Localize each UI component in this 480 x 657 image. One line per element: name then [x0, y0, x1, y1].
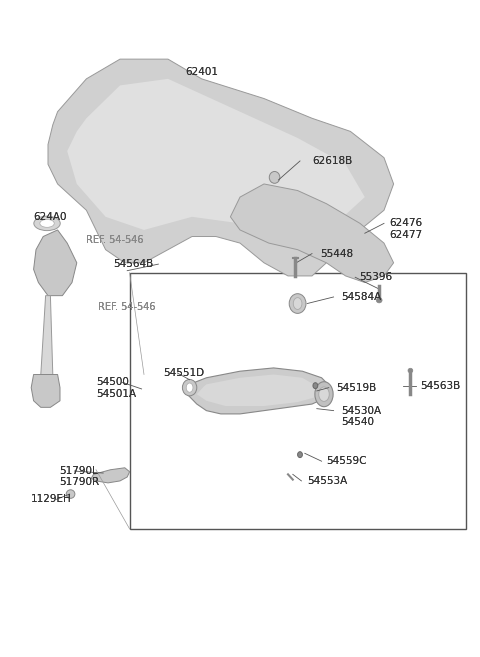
Text: 54584A: 54584A — [341, 292, 381, 302]
Text: 54530A: 54530A — [341, 405, 381, 416]
Text: 1129EH: 1129EH — [31, 494, 72, 505]
Text: REF. 54-546: REF. 54-546 — [86, 235, 144, 245]
Text: 54563B: 54563B — [420, 380, 460, 391]
Text: 54559C: 54559C — [326, 456, 367, 466]
Ellipse shape — [408, 368, 413, 373]
Ellipse shape — [376, 298, 382, 303]
Text: 54500: 54500 — [96, 377, 129, 388]
Text: 54519B: 54519B — [336, 382, 376, 393]
Text: 55396: 55396 — [359, 272, 392, 283]
Text: 55396: 55396 — [359, 272, 392, 283]
Text: 54540: 54540 — [341, 417, 374, 427]
Ellipse shape — [319, 387, 329, 401]
PathPatch shape — [197, 374, 319, 406]
Ellipse shape — [293, 298, 302, 309]
Text: 54501A: 54501A — [96, 388, 136, 399]
Ellipse shape — [34, 216, 60, 231]
Ellipse shape — [315, 382, 333, 407]
Text: 62618B: 62618B — [312, 156, 352, 166]
Text: 624A0: 624A0 — [34, 212, 67, 222]
Text: 51790R: 51790R — [59, 477, 99, 487]
Text: REF. 54-546: REF. 54-546 — [86, 235, 144, 245]
Text: 54564B: 54564B — [113, 259, 153, 269]
Text: 62476: 62476 — [389, 218, 422, 229]
Ellipse shape — [186, 383, 193, 392]
Ellipse shape — [269, 171, 280, 183]
Text: 62476: 62476 — [389, 218, 422, 229]
PathPatch shape — [187, 368, 331, 414]
Ellipse shape — [289, 294, 306, 313]
Text: 54551D: 54551D — [163, 368, 204, 378]
Text: 624A0: 624A0 — [34, 212, 67, 222]
Text: 54530A: 54530A — [341, 405, 381, 416]
Text: 51790L: 51790L — [59, 466, 98, 476]
Text: REF. 54-546: REF. 54-546 — [98, 302, 156, 313]
Text: 62618B: 62618B — [312, 156, 352, 166]
Text: 54564B: 54564B — [113, 259, 153, 269]
Text: 54553A: 54553A — [307, 476, 348, 486]
Text: 62477: 62477 — [389, 229, 422, 240]
Text: 54540: 54540 — [341, 417, 374, 427]
Text: 62477: 62477 — [389, 229, 422, 240]
Text: 54584A: 54584A — [341, 292, 381, 302]
Text: 1129EH: 1129EH — [31, 494, 72, 505]
Ellipse shape — [40, 219, 54, 227]
Text: 51790R: 51790R — [59, 477, 99, 487]
Text: REF. 54-546: REF. 54-546 — [98, 302, 156, 313]
PathPatch shape — [67, 79, 365, 237]
Text: 54559C: 54559C — [326, 456, 367, 466]
Text: REF. 54-546: REF. 54-546 — [98, 302, 156, 313]
Text: 55448: 55448 — [321, 248, 354, 259]
Text: 54519B: 54519B — [336, 382, 376, 393]
Text: 54501A: 54501A — [96, 388, 136, 399]
Ellipse shape — [66, 490, 75, 498]
PathPatch shape — [91, 468, 130, 483]
Text: 62401: 62401 — [185, 67, 218, 78]
PathPatch shape — [34, 230, 77, 296]
Text: 55448: 55448 — [321, 248, 354, 259]
Text: REF. 54-546: REF. 54-546 — [86, 235, 144, 245]
Text: 54553A: 54553A — [307, 476, 348, 486]
Text: 54500: 54500 — [96, 377, 129, 388]
Text: 54563B: 54563B — [420, 380, 460, 391]
Text: 51790L: 51790L — [59, 466, 98, 476]
Ellipse shape — [313, 382, 318, 389]
PathPatch shape — [48, 59, 394, 276]
Ellipse shape — [182, 380, 197, 396]
Text: 62401: 62401 — [185, 67, 218, 78]
PathPatch shape — [230, 184, 394, 283]
PathPatch shape — [31, 374, 60, 407]
Bar — [130, 273, 466, 529]
Text: 54551D: 54551D — [163, 368, 204, 378]
Ellipse shape — [298, 452, 302, 457]
PathPatch shape — [41, 296, 53, 374]
